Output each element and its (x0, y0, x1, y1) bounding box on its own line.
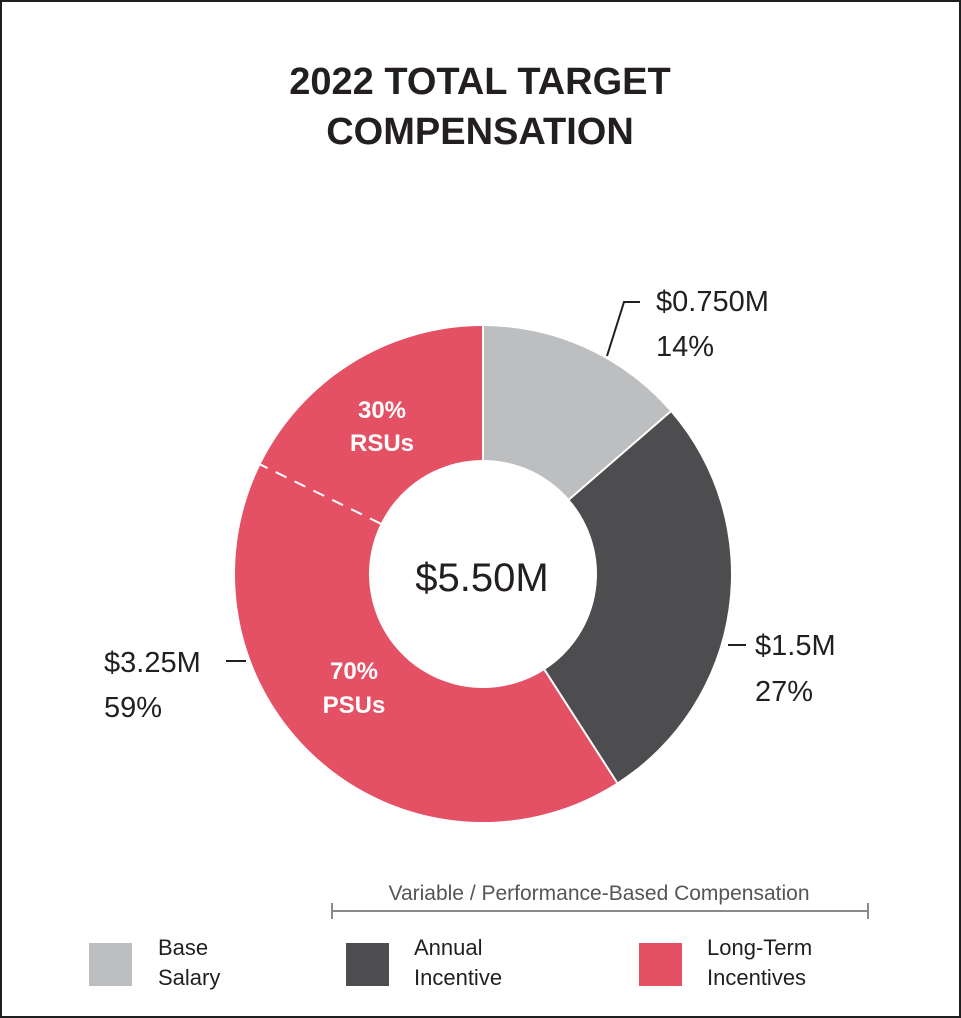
slice-annual-incentive (544, 411, 731, 783)
callout-leader-base-salary (606, 301, 640, 357)
legend-swatch-annual-incentive (346, 943, 389, 986)
rsu-percent-label: 30% (358, 397, 406, 424)
rsu-psu-divider (260, 463, 382, 525)
chart-title-line-1: 2022 TOTAL TARGET (289, 61, 670, 103)
legend-label-base-salary-line-1: Base (158, 935, 208, 960)
slice-separator (568, 410, 672, 501)
legend-label-annual-incentive-line-2: Incentive (414, 965, 502, 990)
variable-compensation-bracket (331, 903, 869, 919)
legend-label-long-term-incentives-line-2: Incentives (707, 965, 806, 990)
callout-amount-base-salary: $0.750M (656, 286, 769, 318)
chart-title-line-2: COMPENSATION (326, 111, 634, 153)
center-total-label: $5.50M (415, 556, 548, 600)
variable-compensation-bracket-label: Variable / Performance-Based Compensatio… (389, 882, 810, 905)
legend-swatch-long-term-incentives (639, 943, 682, 986)
callout-percent-long-term-incentives: 59% (104, 692, 162, 724)
legend-label-base-salary-line-2: Salary (158, 965, 220, 990)
psu-percent-label: 70% (330, 658, 378, 685)
callout-percent-base-salary: 14% (656, 331, 714, 363)
legend-swatch-base-salary (89, 943, 132, 986)
callout-percent-annual-incentive: 27% (755, 676, 813, 708)
legend-label-annual-incentive-line-1: Annual (414, 935, 483, 960)
slice-long-term-incentives (235, 326, 618, 822)
legend-label-long-term-incentives-line-1: Long-Term (707, 935, 812, 960)
slice-base-salary (483, 326, 671, 500)
callout-amount-annual-incentive: $1.5M (755, 630, 836, 662)
rsu-name-label: RSUs (350, 430, 414, 457)
callout-amount-long-term-incentives: $3.25M (104, 647, 201, 679)
psu-name-label: PSUs (323, 692, 386, 719)
slice-separator (543, 669, 618, 784)
